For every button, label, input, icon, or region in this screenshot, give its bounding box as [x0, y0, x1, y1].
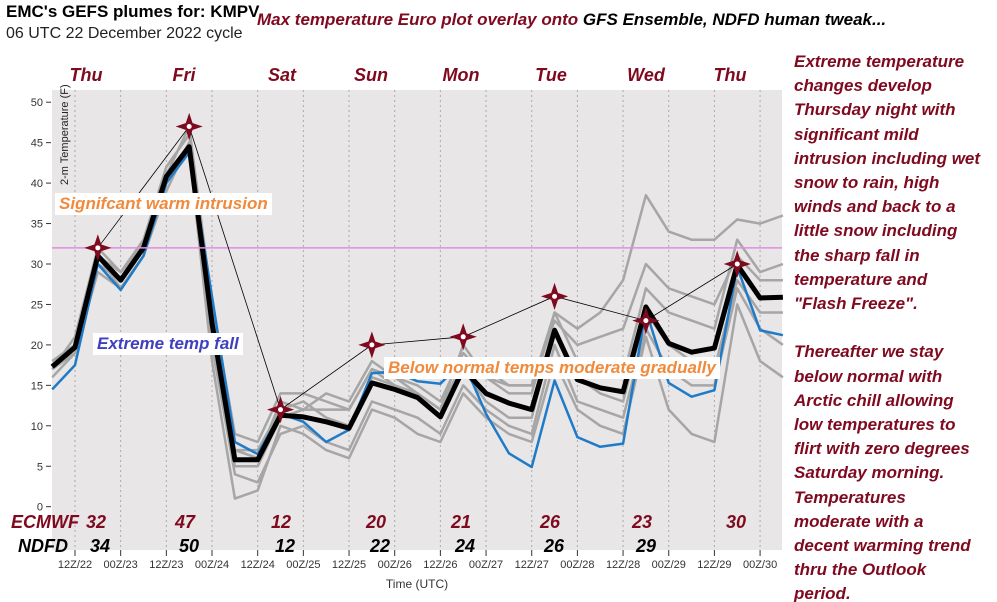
ndfd-value: 34	[89, 536, 111, 556]
x-tick-label: 00Z/27	[469, 559, 503, 571]
day-label: Mon	[442, 65, 480, 85]
ndfd-value: 50	[178, 536, 200, 556]
x-tick-label: 00Z/29	[652, 559, 686, 571]
y-tick-label: 35	[31, 219, 43, 231]
x-tick-label: 12Z/26	[423, 559, 457, 571]
side-text-line: flirt with zero degrees	[794, 439, 970, 459]
day-label: Thu	[69, 65, 103, 85]
side-text-line: snow to rain, high	[794, 173, 940, 193]
x-tick-label: 00Z/28	[560, 559, 594, 571]
y-tick-label: 25	[31, 299, 43, 311]
day-label: Sat	[267, 65, 297, 85]
day-label: Wed	[627, 65, 665, 85]
day-label: Thu	[713, 65, 747, 85]
ecmwf-value: 23	[631, 512, 653, 532]
headline-red: Max temperature Euro plot overlay onto	[257, 10, 579, 29]
headline-black: GFS Ensemble, NDFD human tweak...	[582, 10, 887, 29]
annotation-warm-intrusion: Signifcant warm intrusion	[55, 193, 272, 215]
ndfd-row-label: NDFD	[18, 536, 68, 556]
x-tick-label: 00Z/26	[378, 559, 412, 571]
x-tick-label: 12Z/28	[606, 559, 640, 571]
y-axis-label: 2-m Temperature (F)	[59, 84, 71, 185]
ecmwf-marker-center	[369, 342, 375, 348]
side-text-line: moderate with a	[794, 511, 924, 531]
y-tick-label: 45	[31, 138, 43, 150]
x-tick-label: 12Z/29	[697, 559, 731, 571]
side-text-line: thru the Outlook	[794, 560, 927, 580]
y-tick-label: 10	[31, 421, 43, 433]
side-text-line: Saturday morning.	[794, 463, 945, 483]
side-text-line	[794, 316, 980, 340]
side-text-line: Thereafter we stay	[794, 342, 944, 362]
side-text-line: changes develop	[794, 76, 932, 96]
annotation-below-normal: Below normal temps moderate gradually	[384, 357, 720, 379]
side-text-line: period.	[794, 584, 851, 602]
side-text-line: Arctic chill allowing	[794, 390, 954, 410]
ndfd-value: 12	[274, 536, 296, 556]
day-label: Fri	[172, 65, 196, 85]
x-tick-label: 00Z/24	[195, 559, 229, 571]
side-text-line: Extreme temperature	[794, 52, 965, 71]
side-text-line: decent warming trend	[794, 536, 971, 556]
x-tick-label: 12Z/23	[149, 559, 183, 571]
day-label: Tue	[535, 65, 567, 85]
ecmwf-marker-center	[278, 407, 284, 413]
side-text-line: temperature and	[794, 269, 928, 289]
x-tick-label: 00Z/25	[286, 559, 320, 571]
chart-title: EMC's GEFS plumes for: KMPV	[6, 2, 260, 21]
ecmwf-marker-center	[460, 334, 466, 340]
side-text-line: "Flash Freeze".	[794, 294, 918, 314]
ecmwf-value: 12	[270, 512, 292, 532]
ecmwf-marker-center	[734, 261, 740, 267]
ndfd-value: 26	[543, 536, 565, 556]
y-tick-label: 5	[37, 461, 43, 473]
side-text-line: below normal with	[794, 366, 943, 386]
ecmwf-value: 26	[539, 512, 561, 532]
ecmwf-row-label: ECMWF	[11, 512, 79, 532]
cycle-subtitle: 06 UTC 22 December 2022 cycle	[6, 25, 243, 42]
headline: Max temperature Euro plot overlay onto G…	[257, 10, 886, 30]
side-text-line: winds and back to a	[794, 197, 956, 217]
x-tick-label: 00Z/23	[104, 559, 138, 571]
x-axis-label: Time (UTC)	[386, 577, 448, 591]
y-tick-label: 40	[31, 178, 43, 190]
x-tick-label: 12Z/22	[58, 559, 92, 571]
ecmwf-value: 32	[85, 512, 107, 532]
plot-background	[52, 90, 782, 550]
x-tick-label: 12Z/24	[241, 559, 275, 571]
ecmwf-value: 30	[725, 512, 747, 532]
ndfd-value: 22	[369, 536, 391, 556]
ecmwf-marker-center	[95, 245, 101, 251]
ecmwf-value: 21	[450, 512, 472, 532]
side-text-line: Thursday night with	[794, 100, 956, 120]
side-text-line: Temperatures	[794, 487, 906, 507]
day-label: Sun	[354, 65, 388, 85]
ndfd-value: 29	[635, 536, 657, 556]
ecmwf-value: 47	[174, 512, 196, 532]
y-tick-label: 20	[31, 340, 43, 352]
ecmwf-value: 20	[365, 512, 387, 532]
ecmwf-marker-center	[643, 318, 649, 324]
y-tick-label: 0	[37, 502, 43, 514]
side-text-line: low temperatures to	[794, 415, 956, 435]
ecmwf-marker-center	[186, 123, 192, 129]
side-text-line: intrusion including wet	[794, 148, 981, 168]
ecmwf-connector-line	[97, 125, 738, 411]
annotation-temp-fall: Extreme temp fall	[93, 333, 243, 355]
side-text-line: the sharp fall in	[794, 245, 920, 265]
side-commentary: Extreme temperature changes develop Thursd…	[794, 50, 980, 602]
y-tick-label: 50	[31, 97, 43, 109]
x-tick-label: 12Z/25	[332, 559, 366, 571]
side-text-line: significant mild	[794, 124, 919, 144]
ndfd-value: 24	[454, 536, 476, 556]
y-tick-label: 15	[31, 380, 43, 392]
y-tick-label: 30	[31, 259, 43, 271]
ensemble-mean-line	[50, 144, 783, 463]
side-text-line: little snow including	[794, 221, 958, 241]
ecmwf-marker-center	[552, 293, 558, 299]
x-tick-label: 00Z/30	[743, 559, 777, 571]
x-tick-label: 12Z/27	[515, 559, 549, 571]
